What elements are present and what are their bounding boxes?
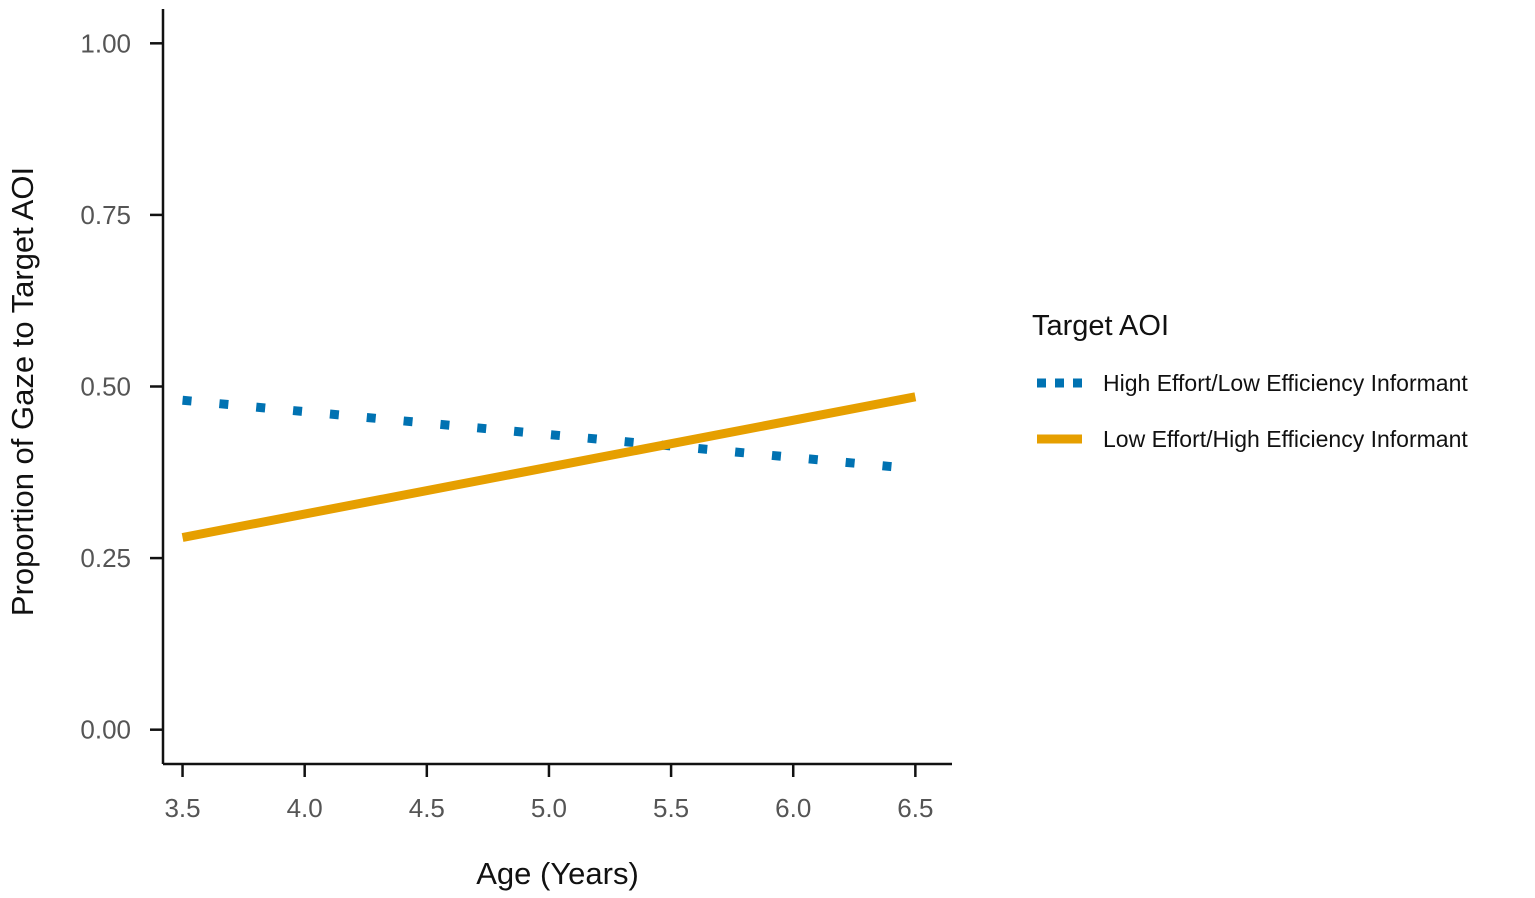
y-axis-ticks: 0.00 0.25 0.50 0.75 1.00	[80, 28, 163, 745]
x-tick-label: 5.0	[531, 793, 567, 823]
x-axis-title: Age (Years)	[476, 856, 639, 891]
series-line	[181, 392, 917, 542]
legend-label: Low Effort/High Efficiency Informant	[1103, 426, 1468, 452]
x-tick-label: 5.5	[653, 793, 689, 823]
x-tick-label: 6.5	[897, 793, 933, 823]
x-tick-label: 4.5	[409, 793, 445, 823]
y-tick-label: 0.50	[80, 372, 131, 402]
y-tick-label: 0.25	[80, 543, 131, 573]
x-tick-label: 3.5	[164, 793, 200, 823]
y-tick-label: 0.00	[80, 715, 131, 745]
legend: Target AOI High Effort/Low Efficiency In…	[1032, 310, 1468, 452]
x-tick-label: 4.0	[287, 793, 323, 823]
x-axis-ticks: 3.5 4.0 4.5 5.0 5.5 6.0 6.5	[164, 764, 933, 823]
y-axis-title: Proportion of Gaze to Target AOI	[5, 167, 40, 616]
legend-label: High Effort/Low Efficiency Informant	[1103, 370, 1468, 396]
series-line	[182, 395, 916, 474]
y-tick-label: 1.00	[80, 28, 131, 58]
x-tick-label: 6.0	[775, 793, 811, 823]
y-tick-label: 0.75	[80, 200, 131, 230]
legend-title: Target AOI	[1032, 310, 1169, 342]
plot-area	[181, 392, 917, 542]
